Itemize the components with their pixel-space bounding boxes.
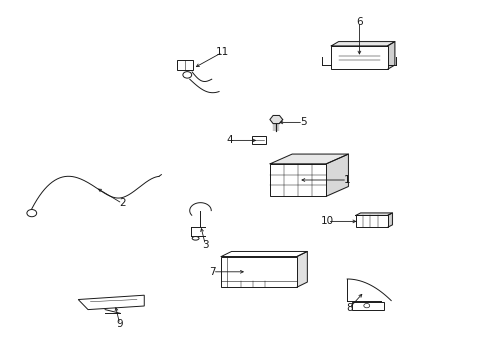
- Text: 10: 10: [321, 216, 333, 226]
- Text: 11: 11: [215, 47, 229, 57]
- Text: 1: 1: [343, 175, 350, 185]
- Bar: [221, 256, 297, 287]
- Polygon shape: [386, 213, 391, 228]
- Text: 7: 7: [209, 267, 216, 277]
- Text: 4: 4: [226, 135, 233, 145]
- Polygon shape: [355, 213, 391, 215]
- Polygon shape: [269, 116, 282, 123]
- Text: 6: 6: [355, 17, 362, 27]
- Polygon shape: [269, 154, 347, 164]
- Text: 8: 8: [346, 303, 352, 313]
- Polygon shape: [331, 42, 394, 46]
- Bar: [331, 46, 386, 69]
- Text: 3: 3: [202, 240, 208, 250]
- Polygon shape: [326, 154, 347, 196]
- Bar: [177, 60, 192, 70]
- Polygon shape: [78, 295, 144, 310]
- Text: 9: 9: [116, 319, 123, 329]
- Polygon shape: [297, 251, 307, 287]
- Bar: [269, 164, 326, 196]
- Polygon shape: [386, 42, 394, 69]
- Text: 5: 5: [299, 117, 306, 127]
- Bar: [252, 136, 265, 144]
- Bar: [355, 215, 386, 228]
- Text: 2: 2: [119, 198, 125, 208]
- Ellipse shape: [192, 237, 199, 240]
- Bar: [351, 302, 383, 310]
